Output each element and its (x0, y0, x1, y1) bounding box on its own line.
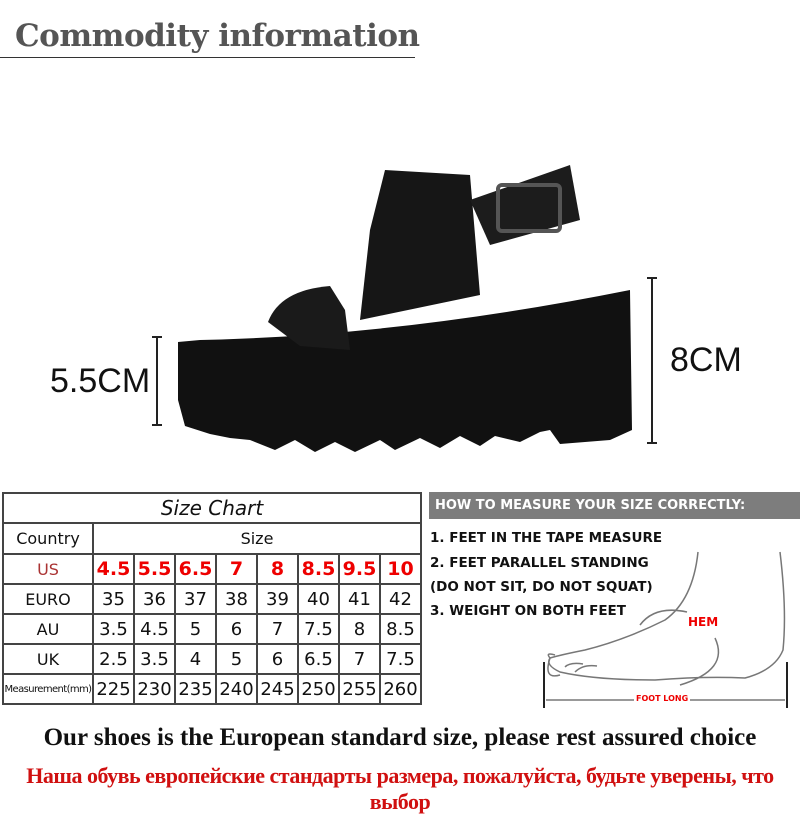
foot-diagram (543, 551, 788, 708)
total-height-label: 8CM (670, 341, 742, 379)
total-height-line (651, 278, 653, 443)
cell: 235 (174, 673, 217, 705)
table-row-us: US 4.5 5.5 6.5 7 8 8.5 9.5 10 (2, 553, 422, 585)
tick (647, 442, 657, 444)
cell: 8.5 (379, 613, 422, 645)
size-chart-title: Size Chart (2, 492, 422, 524)
cell: 4 (174, 643, 217, 675)
measure-step: (DO NOT SIT, DO NOT SQUAT) (430, 579, 653, 595)
cell: 240 (215, 673, 258, 705)
table-row-euro: EURO 35 36 37 38 39 40 41 42 (2, 583, 422, 615)
row-label: AU (2, 613, 94, 645)
cell: 250 (297, 673, 340, 705)
cell: 6.5 (297, 643, 340, 675)
cell: 6 (256, 643, 299, 675)
cell: 40 (297, 583, 340, 615)
row-label: UK (2, 643, 94, 675)
cell: 5 (215, 643, 258, 675)
measure-step: 2. FEET PARALLEL STANDING (430, 555, 649, 571)
cell: 2.5 (92, 643, 135, 675)
measure-step: 3. WEIGHT ON BOTH FEET (430, 603, 626, 619)
cell: 255 (338, 673, 381, 705)
heel-height-label: 5.5CM (50, 362, 151, 400)
row-label: US (2, 553, 94, 585)
foot-long-label: FOOT LONG (634, 694, 691, 703)
cell: 230 (133, 673, 176, 705)
cell: 225 (92, 673, 135, 705)
table-row-measurement: Measurement(mm) 225 230 235 240 245 250 255 260 (2, 673, 422, 705)
cell: 8.5 (297, 553, 340, 585)
size-chart-table: Size Chart Country Size US 4.5 5.5 6.5 7 8 8.5… (2, 492, 422, 705)
cell: 7.5 (297, 613, 340, 645)
cell: 9.5 (338, 553, 381, 585)
cell: 35 (92, 583, 135, 615)
country-header: Country (2, 522, 94, 555)
cell: 8 (338, 613, 381, 645)
tick (152, 424, 162, 426)
row-label: EURO (2, 583, 94, 615)
cell: 37 (174, 583, 217, 615)
cell: 7 (338, 643, 381, 675)
cell: 4.5 (92, 553, 135, 585)
cell: 6 (215, 613, 258, 645)
title-underline (0, 57, 415, 58)
cell: 7 (215, 553, 258, 585)
hem-label: HEM (688, 615, 719, 629)
cell: 38 (215, 583, 258, 615)
tick (647, 277, 657, 279)
measure-heading: HOW TO MEASURE YOUR SIZE CORRECTLY: (429, 492, 800, 519)
footer-english: Our shoes is the European standard size,… (43, 724, 757, 751)
table-row-au: AU 3.5 4.5 5 6 7 7.5 8 8.5 (2, 613, 422, 645)
cell: 260 (379, 673, 422, 705)
cell: 245 (256, 673, 299, 705)
cell: 3.5 (133, 643, 176, 675)
cell: 10 (379, 553, 422, 585)
cell: 3.5 (92, 613, 135, 645)
cell: 42 (379, 583, 422, 615)
size-header: Size (92, 522, 422, 555)
tick (152, 336, 162, 338)
row-label: Measurement(mm) (2, 673, 94, 705)
cell: 7.5 (379, 643, 422, 675)
sandal-image (178, 165, 632, 452)
cell: 36 (133, 583, 176, 615)
page-title: Commodity information (15, 18, 420, 54)
cell: 7 (256, 613, 299, 645)
cell: 39 (256, 583, 299, 615)
cell: 6.5 (174, 553, 217, 585)
cell: 41 (338, 583, 381, 615)
table-row-uk: UK 2.5 3.5 4 5 6 6.5 7 7.5 (2, 643, 422, 675)
cell: 4.5 (133, 613, 176, 645)
cell: 5.5 (133, 553, 176, 585)
cell: 8 (256, 553, 299, 585)
cell: 5 (174, 613, 217, 645)
heel-height-line (156, 337, 158, 425)
footer-russian: Наша обувь европейские стандарты размера… (26, 763, 774, 814)
measure-step: 1. FEET IN THE TAPE MEASURE (430, 530, 663, 546)
